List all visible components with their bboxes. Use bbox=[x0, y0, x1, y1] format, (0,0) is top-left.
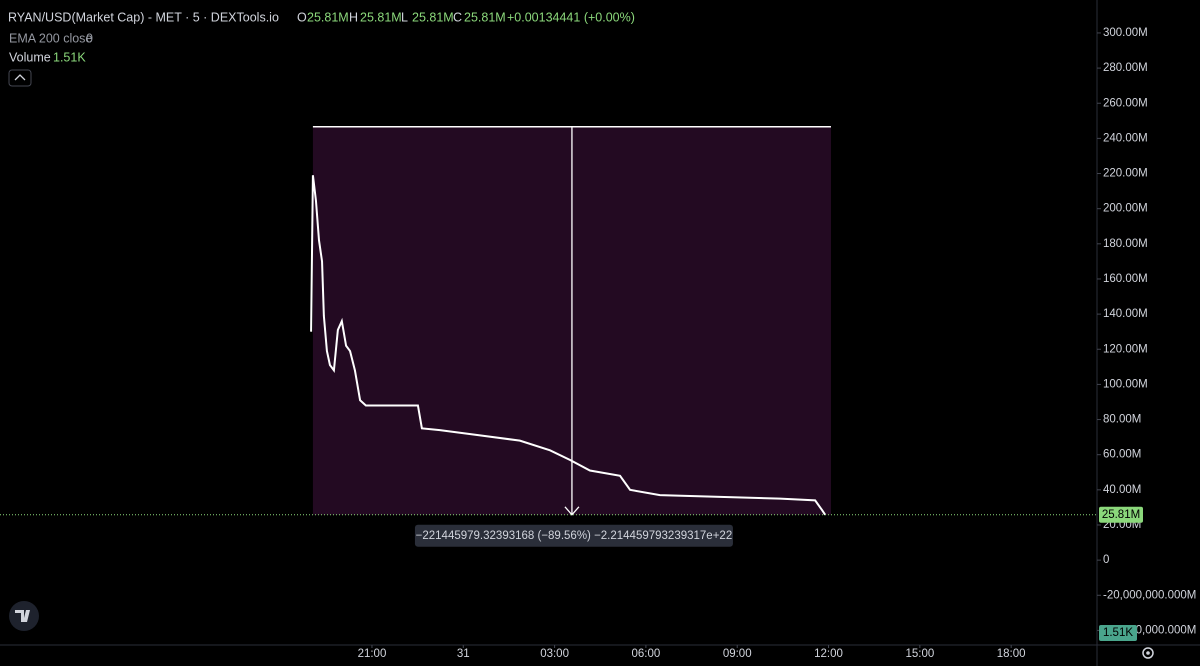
ohlc-value: 25.81M bbox=[307, 10, 349, 24]
y-tick-label: 180.00M bbox=[1103, 238, 1148, 250]
ohlc-value: 25.81M bbox=[360, 10, 402, 24]
y-tick-label: 0 bbox=[1103, 554, 1109, 566]
x-tick-label: 31 bbox=[457, 648, 470, 660]
indicator-name: Volume bbox=[9, 50, 51, 64]
x-tick-label: 15:00 bbox=[905, 648, 934, 660]
x-tick-label: 21:00 bbox=[358, 648, 387, 660]
ohlc-key: H bbox=[349, 10, 358, 24]
ohlc-key: C bbox=[453, 10, 462, 24]
y-tick-label: 240.00M bbox=[1103, 132, 1148, 144]
x-tick-label: 03:00 bbox=[540, 648, 569, 660]
price-line bbox=[310, 175, 827, 516]
chart-title: RYAN/USD(Market Cap) - MET · 5 · DEXTool… bbox=[8, 10, 279, 24]
y-tick-label: 40.00M bbox=[1103, 484, 1141, 496]
ohlc-key: L bbox=[401, 10, 408, 24]
indicator-value: 1.51K bbox=[53, 50, 86, 64]
ohlc-value: 25.81M bbox=[464, 10, 506, 24]
y-tick-label: 260.00M bbox=[1103, 97, 1148, 109]
y-tick-label: 280.00M bbox=[1103, 62, 1148, 74]
y-tick-label: 200.00M bbox=[1103, 203, 1148, 215]
last-price-label: 25.81M bbox=[1102, 509, 1140, 521]
last-price-badge bbox=[1099, 506, 1143, 523]
collapse-button[interactable] bbox=[8, 69, 32, 87]
indicator-name: EMA 200 close bbox=[9, 31, 92, 45]
y-tick-label: 160.00M bbox=[1103, 273, 1148, 285]
ohlc-key: O bbox=[297, 10, 307, 24]
y-tick-label: 140.00M bbox=[1103, 308, 1148, 320]
x-tick-label: 09:00 bbox=[723, 648, 752, 660]
settings-icon[interactable] bbox=[1142, 647, 1154, 659]
tv-logo[interactable] bbox=[9, 601, 39, 631]
y-tick-label: -20,000,000.000M bbox=[1103, 589, 1196, 601]
y-tick-label: 120.00M bbox=[1103, 343, 1148, 355]
last-volume-badge bbox=[1099, 625, 1137, 641]
y-tick-label: 60.00M bbox=[1103, 449, 1141, 461]
last-volume-label: 1.51K bbox=[1103, 627, 1133, 639]
x-tick-label: 06:00 bbox=[632, 648, 661, 660]
measure-arrow-head bbox=[564, 506, 580, 516]
x-tick-label: 18:00 bbox=[997, 648, 1026, 660]
collapse-icon bbox=[14, 74, 26, 81]
measure-label-box bbox=[414, 524, 733, 547]
y-tick-label: 220.00M bbox=[1103, 168, 1148, 180]
y-tick-label: 100.00M bbox=[1103, 378, 1148, 390]
ohlc-change: +0.00134441 (+0.00%) bbox=[507, 10, 635, 24]
x-tick-label: 12:00 bbox=[814, 648, 843, 660]
y-tick-label: 300.00M bbox=[1103, 27, 1148, 39]
ohlc-value: 25.81M bbox=[412, 10, 454, 24]
y-tick-label: 80.00M bbox=[1103, 414, 1141, 426]
measure-label: −221445979.32393168 (−89.56%) −2.2144597… bbox=[416, 530, 733, 542]
indicator-value: 0 bbox=[86, 31, 93, 45]
